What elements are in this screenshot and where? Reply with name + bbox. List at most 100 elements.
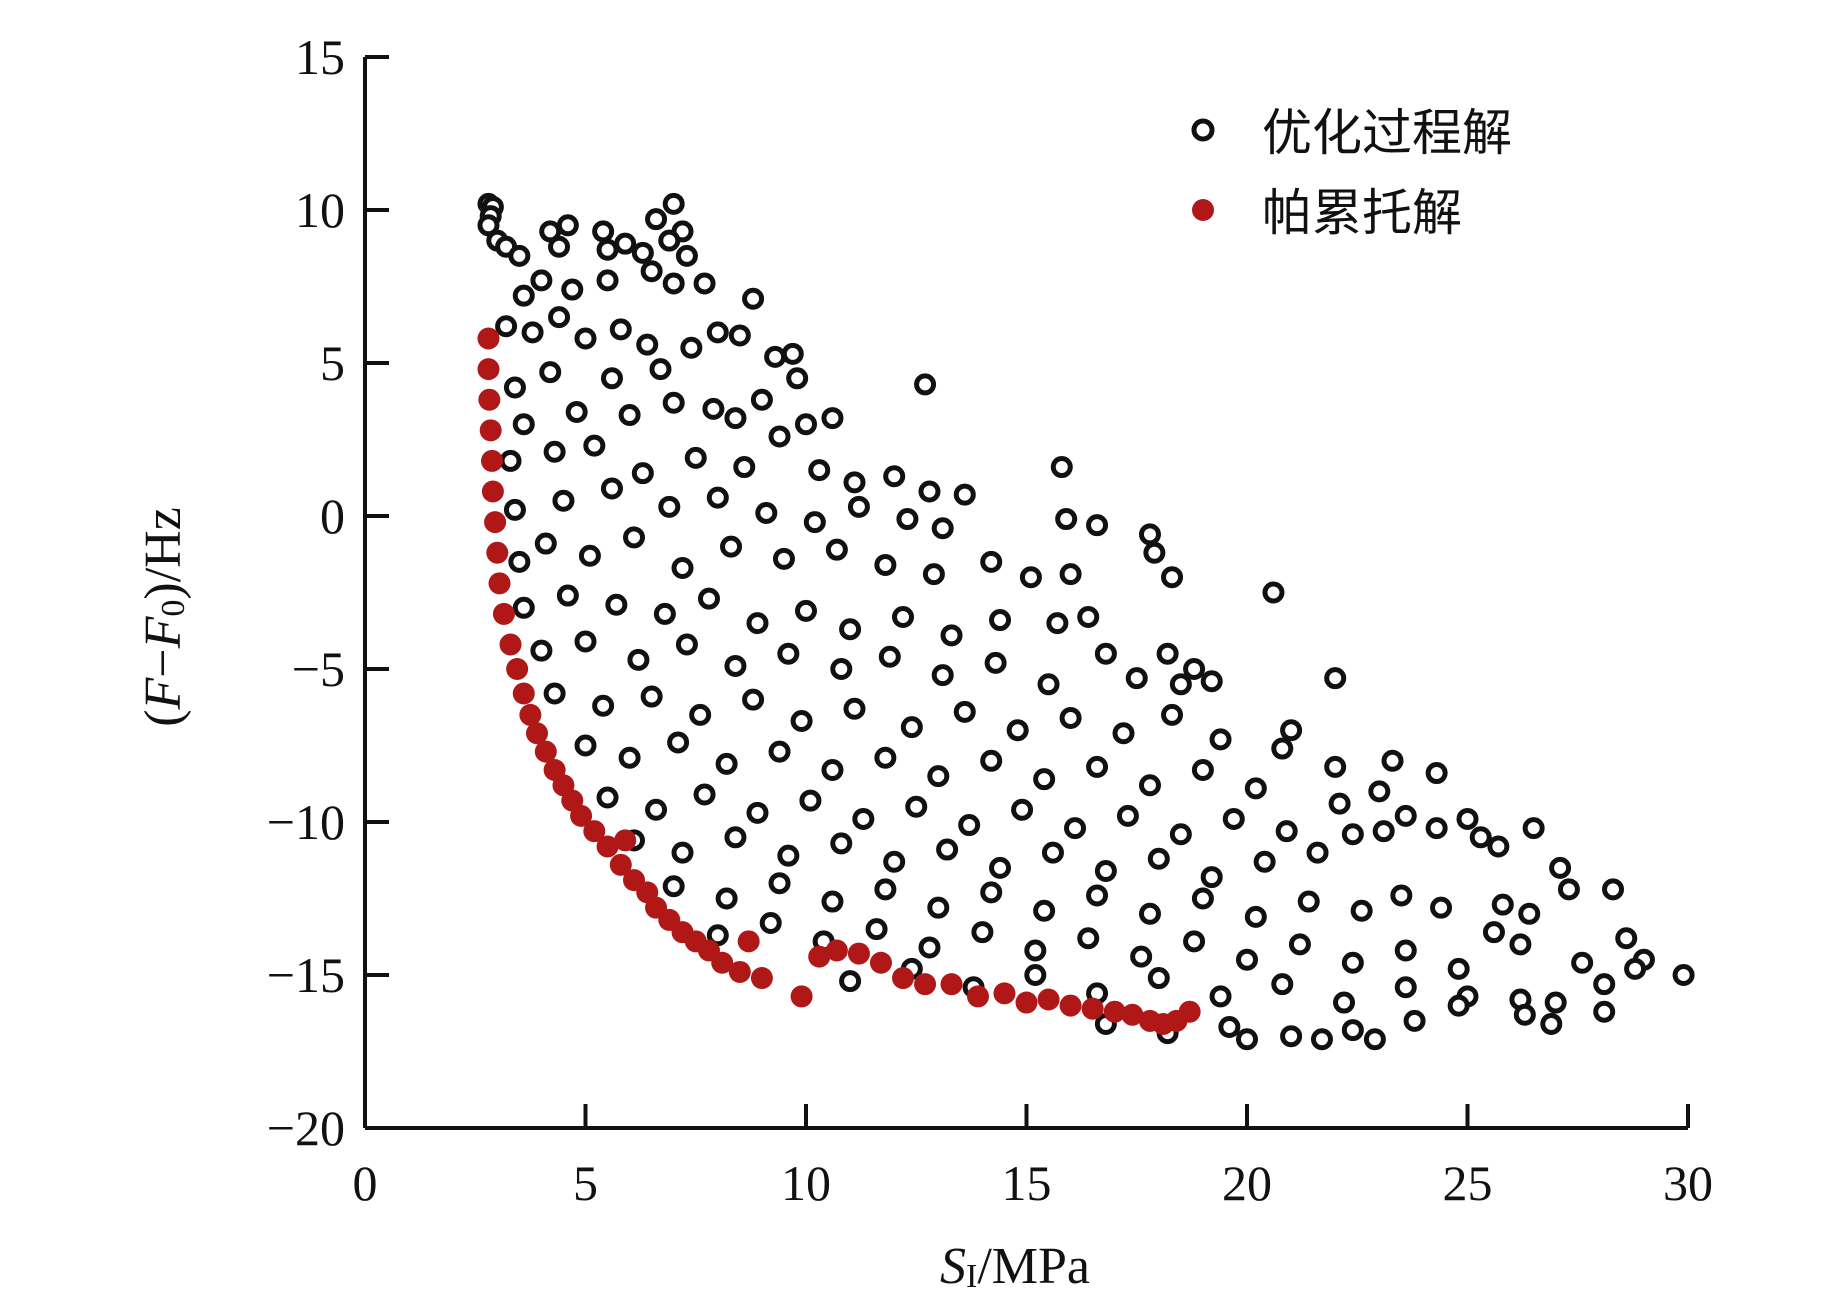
pareto-point: [808, 945, 831, 968]
process-point: [1518, 902, 1541, 925]
process-point: [706, 486, 729, 509]
process-point: [1310, 1028, 1333, 1051]
process-point: [1116, 804, 1139, 827]
process-point: [1394, 939, 1417, 962]
pareto-point: [869, 951, 892, 974]
series-optimization-process: [477, 192, 1695, 1051]
process-point: [667, 731, 690, 754]
process-point: [530, 269, 553, 292]
y-tick-label: −15: [267, 947, 345, 1003]
process-point: [706, 321, 729, 344]
process-point: [556, 584, 579, 607]
process-point: [658, 229, 681, 252]
process-point: [1169, 823, 1192, 846]
process-point: [645, 208, 668, 231]
process-point: [508, 550, 531, 573]
process-point: [649, 358, 672, 381]
pareto-point: [583, 820, 606, 843]
process-point: [1280, 1025, 1303, 1048]
process-point: [543, 440, 566, 463]
process-point: [984, 651, 1007, 674]
pareto-point: [1103, 1000, 1126, 1023]
process-point: [1368, 780, 1391, 803]
process-point: [1222, 807, 1245, 830]
process-point: [874, 878, 897, 901]
process-point: [561, 278, 584, 301]
process-point: [684, 446, 707, 469]
process-point: [1394, 804, 1417, 827]
process-point: [534, 532, 557, 555]
process-point: [574, 734, 597, 757]
process-point: [693, 783, 716, 806]
x-tick-label: 20: [1222, 1155, 1272, 1211]
process-point: [883, 850, 906, 873]
pareto-point: [484, 511, 507, 534]
process-point: [1156, 642, 1179, 665]
process-point: [1672, 964, 1695, 986]
process-point: [1138, 902, 1161, 925]
process-point: [1191, 758, 1214, 781]
process-point: [693, 272, 716, 295]
process-point: [1350, 899, 1373, 922]
process-point: [1037, 673, 1060, 696]
process-point: [1262, 581, 1285, 604]
process-point: [1209, 728, 1232, 751]
process-point: [1019, 566, 1042, 589]
process-point: [618, 746, 641, 769]
process-point: [1138, 774, 1161, 797]
pareto-point: [519, 703, 542, 726]
process-point: [781, 342, 804, 365]
process-point: [847, 495, 870, 518]
x-tick-label: 0: [353, 1155, 378, 1211]
process-point: [548, 235, 571, 258]
process-point: [728, 324, 751, 347]
process-point: [640, 260, 663, 283]
process-point: [1077, 927, 1100, 950]
process-point: [1050, 456, 1073, 479]
pareto-point: [737, 930, 760, 953]
process-point: [980, 881, 1003, 904]
process-point: [1394, 976, 1417, 999]
legend-label-pareto: 帕累托解: [1262, 184, 1462, 242]
process-point: [1011, 798, 1034, 821]
process-point: [574, 630, 597, 653]
process-point: [1341, 1019, 1364, 1042]
pareto-point: [486, 541, 509, 564]
process-point: [1143, 541, 1166, 564]
series-pareto: [477, 327, 1201, 1035]
process-point: [790, 710, 813, 733]
process-point: [1244, 905, 1267, 928]
process-point: [980, 550, 1003, 573]
process-point: [1200, 866, 1223, 889]
process-point: [653, 602, 676, 625]
process-point: [799, 789, 822, 812]
pareto-point: [477, 327, 500, 350]
process-point: [786, 367, 809, 390]
process-point: [662, 391, 685, 414]
process-point: [662, 875, 685, 898]
process-point: [1288, 933, 1311, 956]
process-point: [931, 517, 954, 540]
process-point: [578, 544, 601, 567]
pareto-point: [847, 942, 870, 965]
pareto-point: [488, 572, 511, 595]
process-point: [878, 645, 901, 668]
process-point: [1236, 1028, 1258, 1051]
process-point: [1571, 951, 1594, 974]
process-point: [940, 624, 963, 647]
process-point: [1046, 612, 1069, 635]
process-point: [1447, 994, 1470, 1017]
process-point: [1390, 884, 1413, 907]
process-point: [671, 841, 694, 864]
process-point: [1169, 673, 1192, 696]
process-point: [1333, 991, 1356, 1014]
process-point: [658, 495, 681, 518]
process-point: [1218, 1016, 1241, 1039]
process-point: [989, 856, 1012, 879]
process-point: [609, 318, 632, 341]
process-point: [565, 400, 588, 423]
process-point: [596, 786, 619, 809]
process-point: [980, 749, 1003, 772]
pareto-point: [940, 973, 963, 996]
